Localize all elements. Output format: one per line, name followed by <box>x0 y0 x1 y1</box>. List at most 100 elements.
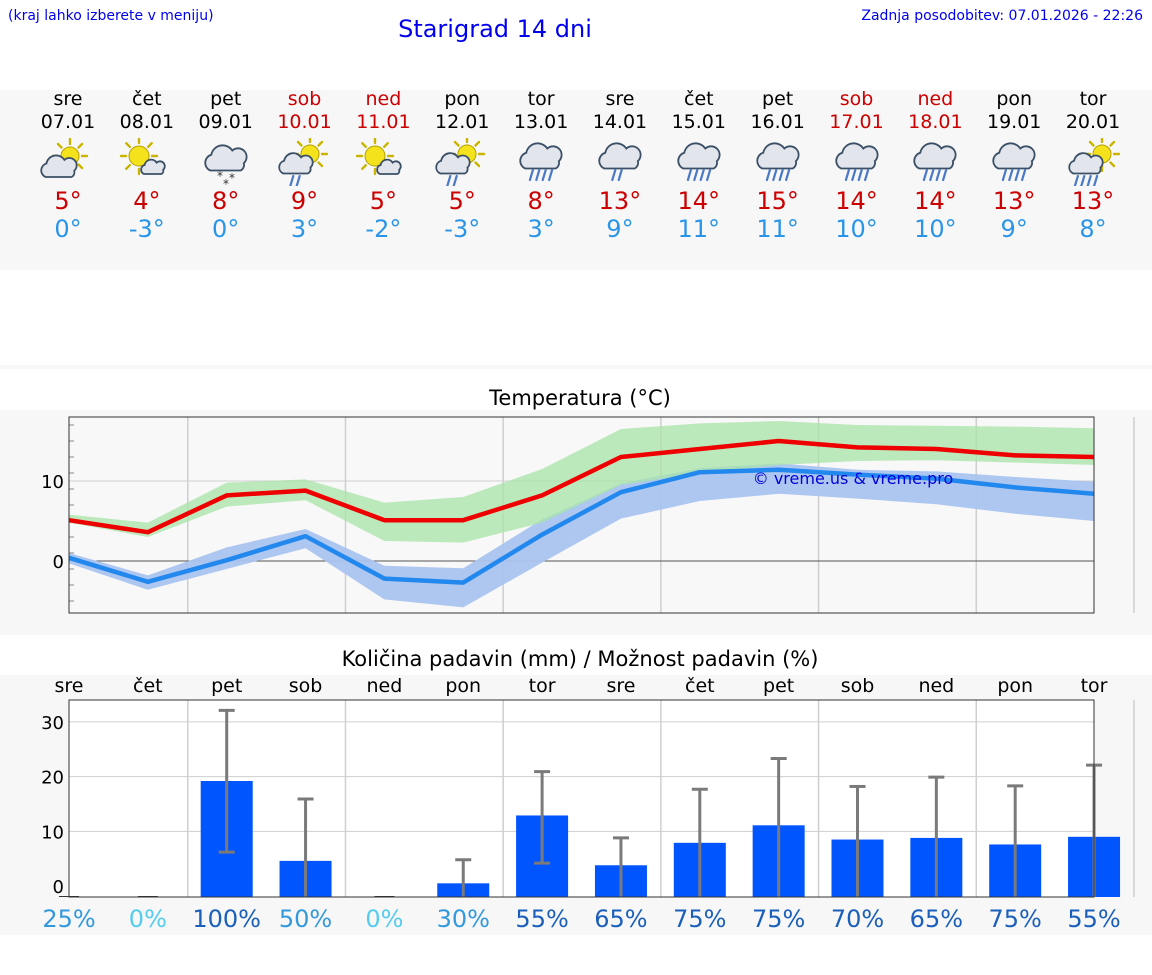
min-temperature: 9° <box>1000 215 1028 243</box>
day-name: tor <box>1079 88 1107 110</box>
svg-text:*: * <box>217 169 223 183</box>
max-range-band <box>69 421 1095 543</box>
y-tick-label: 10 <box>41 472 64 493</box>
max-temperature-line <box>68 438 1095 535</box>
day-name: sob <box>839 88 874 110</box>
temperature-chart-title: Temperatura (°C) <box>489 386 671 410</box>
forecast-day: ned 11.01 5° -2° <box>344 88 422 243</box>
probability-label: 75% <box>673 905 726 933</box>
cloud-light-rain-icon <box>598 142 642 182</box>
x-category-label: pon <box>445 675 481 697</box>
temperature-chart: 0 10 © vreme.us & vreme.pro <box>41 416 1135 614</box>
min-temperature: -2° <box>365 215 402 243</box>
probability-label: 100% <box>192 905 261 933</box>
cloud-rain-icon <box>519 142 563 182</box>
forecast-day: čet 15.01 14° 11° <box>660 88 738 243</box>
x-category-label: ned <box>367 675 403 697</box>
min-temperature-line <box>68 467 1095 585</box>
min-temperature: 3° <box>527 215 555 243</box>
forecast-day: sob 17.01 14° 10° <box>818 88 896 243</box>
max-temperature: 5° <box>54 187 82 215</box>
min-temperature: 11° <box>677 215 721 243</box>
watermark: © vreme.us & vreme.pro <box>753 469 954 488</box>
forecast-band <box>0 90 1152 270</box>
forecast-day: sre 14.01 13° 9° <box>581 88 659 243</box>
x-category-label: pon <box>997 675 1033 697</box>
y-tick-label: 0 <box>53 552 64 573</box>
day-date: 08.01 <box>119 111 175 133</box>
y-tick-label: 30 <box>41 713 64 734</box>
forecast-day: pet 09.01 * * * 8° 0° <box>187 88 265 243</box>
max-temperature: 4° <box>133 187 161 215</box>
sun-small-cloud-icon <box>119 138 166 176</box>
day-date: 19.01 <box>986 111 1042 133</box>
day-date: 09.01 <box>198 111 253 133</box>
day-date: 18.01 <box>908 111 963 133</box>
day-date: 16.01 <box>750 111 805 133</box>
forecast-day: pon 19.01 13° 9° <box>975 88 1053 243</box>
last-update: Zadnja posodobitev: 07.01.2026 - 22:26 <box>861 8 1143 24</box>
min-temperature: 10° <box>914 215 957 243</box>
page-title: Starigrad 14 dni <box>398 15 592 43</box>
day-name: čet <box>684 88 714 110</box>
svg-text:*: * <box>223 177 229 186</box>
day-name: sob <box>287 88 322 110</box>
partly-cloudy-sun-icon <box>40 138 89 178</box>
probability-label: 55% <box>1067 905 1120 933</box>
sun-small-cloud-icon <box>356 138 403 176</box>
probability-label: 25% <box>42 905 95 933</box>
y-tick-label: 10 <box>41 822 64 843</box>
forecast-day: tor 20.01 13° 8° <box>1054 88 1132 243</box>
min-temperature: 9° <box>606 215 634 243</box>
x-category-label: čet <box>685 675 715 697</box>
probability-label: 70% <box>831 905 884 933</box>
day-name: ned <box>365 88 402 110</box>
plot-frame <box>68 416 1095 614</box>
max-temperature: 14° <box>835 187 878 215</box>
day-name: ned <box>917 88 954 110</box>
probability-label: 50% <box>279 905 332 933</box>
y-tick-label: 20 <box>41 768 64 789</box>
x-category-label: sre <box>606 675 635 697</box>
svg-text:*: * <box>229 171 235 185</box>
min-temperature: 0° <box>54 215 82 243</box>
min-temperature: 11° <box>756 215 799 243</box>
day-date: 13.01 <box>513 111 569 133</box>
probability-label: 0% <box>365 905 403 933</box>
day-date: 12.01 <box>435 111 490 133</box>
cloud-rain-icon <box>992 142 1036 182</box>
cloud-rain-icon <box>677 142 721 182</box>
min-temperature: -3° <box>128 215 165 243</box>
probability-label: 65% <box>594 905 647 933</box>
forecast-day: pet 16.01 15° 11° <box>739 88 817 243</box>
day-date: 10.01 <box>277 111 332 133</box>
min-temperature: -3° <box>444 215 481 243</box>
plot-frame <box>68 699 1095 898</box>
forecast-day: pon 12.01 5° -3° <box>423 88 501 243</box>
probability-label: 65% <box>910 905 963 933</box>
x-category-label: tor <box>1081 675 1108 697</box>
max-temperature: 14° <box>914 187 957 215</box>
probability-label: 75% <box>989 905 1042 933</box>
x-category-label: ned <box>918 675 954 697</box>
max-temperature: 5° <box>369 187 398 215</box>
probability-label: 55% <box>515 905 568 933</box>
forecast-day: sob 10.01 9° 3° <box>266 88 344 243</box>
forecast-day: tor 13.01 8° 3° <box>502 88 580 243</box>
day-date: 14.01 <box>592 111 648 133</box>
precipitation-chart-title: Količina padavin (mm) / Možnost padavin … <box>341 647 819 671</box>
min-temperature: 8° <box>1079 215 1107 243</box>
forecast-day: sre 07.01 5° 0° <box>29 88 107 243</box>
max-temperature: 9° <box>290 187 319 215</box>
day-name: pet <box>762 88 794 110</box>
max-temperature: 15° <box>756 187 799 215</box>
forecast-day: ned 18.01 14° 10° <box>896 88 974 243</box>
day-name: pon <box>444 88 481 110</box>
max-temperature: 13° <box>992 187 1036 215</box>
divider <box>0 365 1152 369</box>
day-name: pon <box>996 88 1033 110</box>
x-category-label: pet <box>763 675 794 697</box>
max-temperature: 13° <box>1071 187 1115 215</box>
cloud-snow-icon: * ** <box>204 144 248 186</box>
day-date: 07.01 <box>40 111 96 133</box>
